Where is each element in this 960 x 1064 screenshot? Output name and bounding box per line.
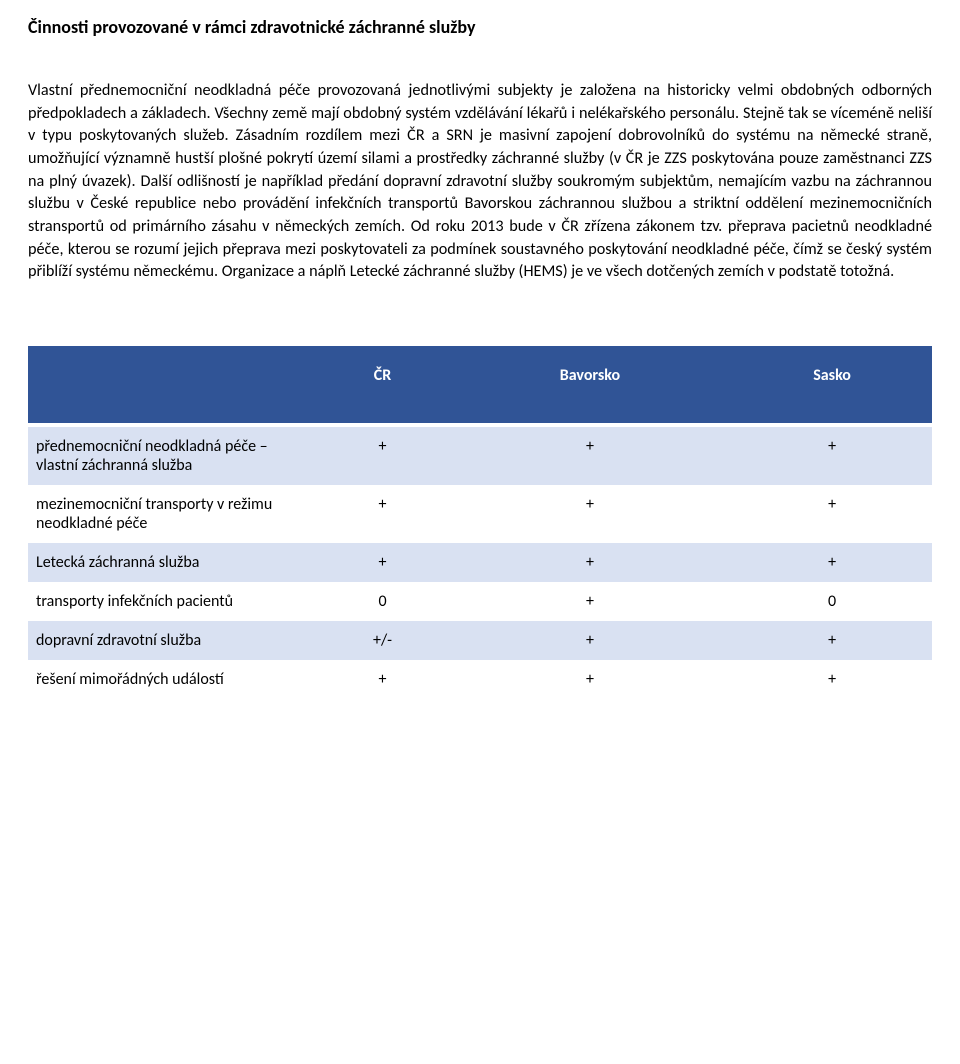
table-row: Letecká záchranná služba + + +: [28, 543, 932, 582]
table-row: přednemocniční neodkladná péče – vlastní…: [28, 425, 932, 485]
cell-cr: +: [317, 660, 447, 699]
cell-sasko: +: [732, 543, 932, 582]
cell-bavorsko: +: [448, 425, 732, 485]
table-row: transporty infekčních pacientů 0 + 0: [28, 582, 932, 621]
table-column-header: [28, 346, 317, 425]
cell-sasko: +: [732, 485, 932, 543]
cell-cr: +/-: [317, 621, 447, 660]
cell-cr: 0: [317, 582, 447, 621]
cell-bavorsko: +: [448, 621, 732, 660]
cell-cr: +: [317, 425, 447, 485]
cell-sasko: +: [732, 621, 932, 660]
cell-sasko: +: [732, 660, 932, 699]
cell-cr: +: [317, 543, 447, 582]
cell-bavorsko: +: [448, 485, 732, 543]
table-row: dopravní zdravotní služba +/- + +: [28, 621, 932, 660]
row-label: řešení mimořádných událostí: [28, 660, 317, 699]
table-row: řešení mimořádných událostí + + +: [28, 660, 932, 699]
cell-bavorsko: +: [448, 660, 732, 699]
cell-bavorsko: +: [448, 543, 732, 582]
cell-sasko: 0: [732, 582, 932, 621]
table-column-header: ČR: [317, 346, 447, 425]
cell-bavorsko: +: [448, 582, 732, 621]
table-column-header: Bavorsko: [448, 346, 732, 425]
page-title: Činnosti provozované v rámci zdravotnick…: [28, 16, 932, 38]
body-paragraph: Vlastní přednemocniční neodkladná péče p…: [28, 80, 932, 284]
row-label: Letecká záchranná služba: [28, 543, 317, 582]
activities-table: ČR Bavorsko Sasko přednemocniční neodkla…: [28, 346, 932, 699]
row-label: přednemocniční neodkladná péče – vlastní…: [28, 425, 317, 485]
row-label: transporty infekčních pacientů: [28, 582, 317, 621]
table-row: mezinemocniční transporty v režimu neodk…: [28, 485, 932, 543]
table-column-header: Sasko: [732, 346, 932, 425]
row-label: dopravní zdravotní služba: [28, 621, 317, 660]
cell-cr: +: [317, 485, 447, 543]
document-page: Činnosti provozované v rámci zdravotnick…: [0, 0, 960, 739]
cell-sasko: +: [732, 425, 932, 485]
row-label: mezinemocniční transporty v režimu neodk…: [28, 485, 317, 543]
table-header-row: ČR Bavorsko Sasko: [28, 346, 932, 425]
